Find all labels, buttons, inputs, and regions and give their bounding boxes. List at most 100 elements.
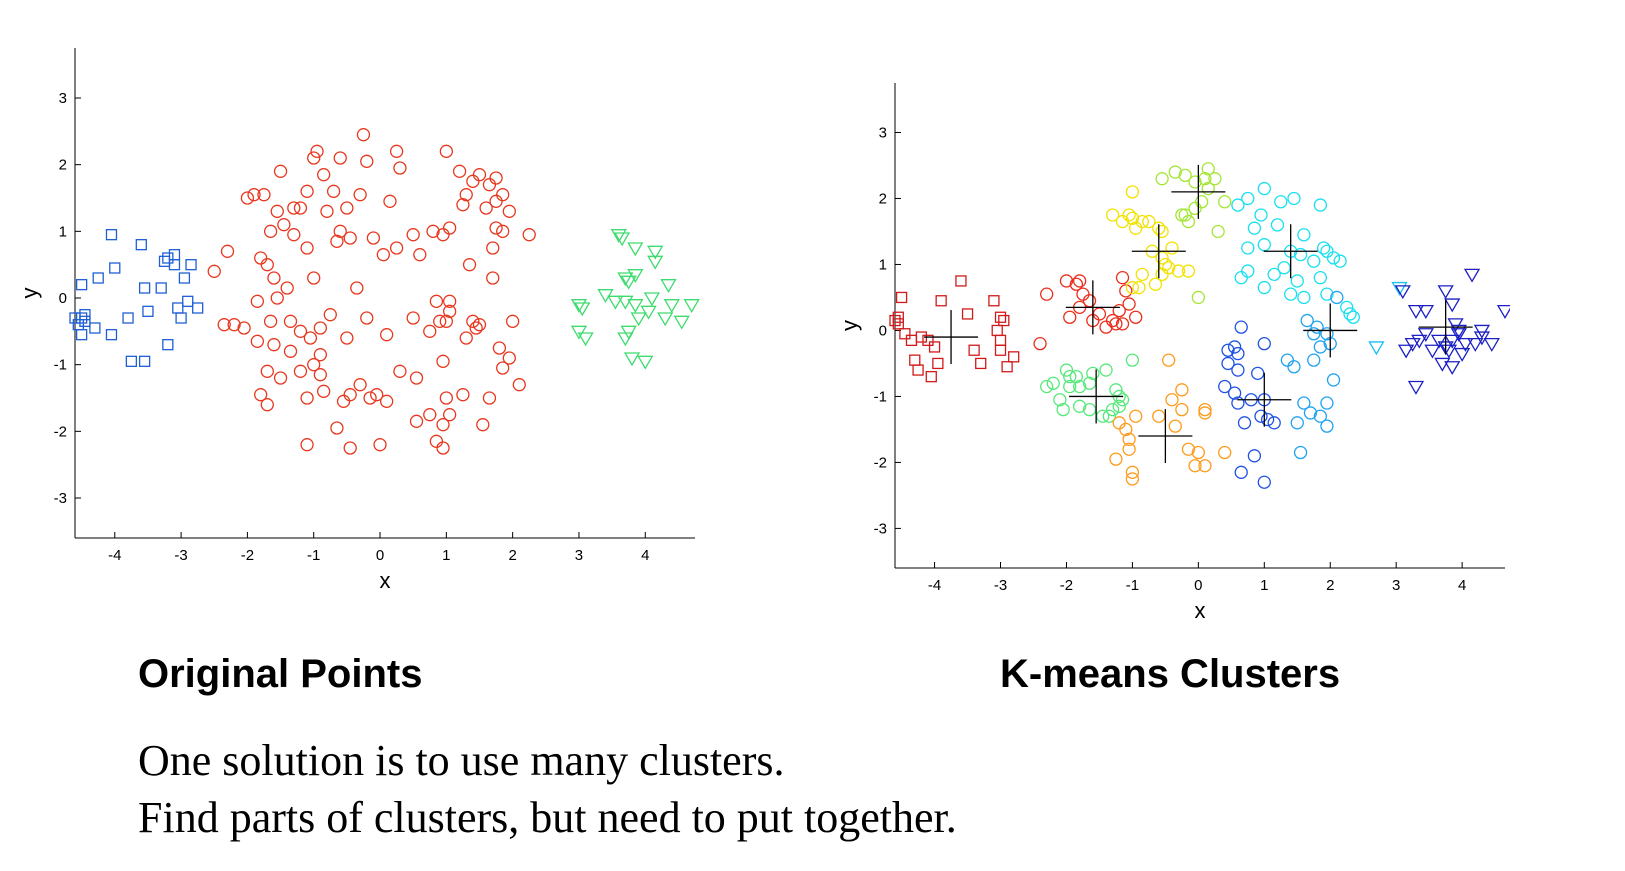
chart0-series1-point xyxy=(227,318,241,332)
chart1-series7-point xyxy=(1287,360,1301,374)
chart1-y-tick-label: 1 xyxy=(879,256,887,273)
chart1-series2-point xyxy=(1063,369,1077,384)
chart1-series3-point xyxy=(1122,442,1136,456)
chart1-x-tick-label: -2 xyxy=(1060,577,1073,594)
chart0-series1-point xyxy=(496,224,510,238)
chart1-series2-point xyxy=(1056,402,1070,417)
chart0-series0-point xyxy=(192,302,204,314)
chart0-series1-point xyxy=(250,334,265,348)
chart1-series8-point xyxy=(1257,475,1271,489)
chart1-centroid-marker xyxy=(1263,224,1318,279)
chart0-series1-point xyxy=(443,294,457,308)
chart0-series1-point xyxy=(472,168,487,182)
chart1-series7-point xyxy=(1320,419,1334,433)
chart0-series1-point xyxy=(263,224,278,238)
chart1-series8-point xyxy=(1267,416,1281,430)
chart0-series0-point xyxy=(178,272,191,284)
chart1-centroid-marker xyxy=(1065,280,1120,335)
chart0-series1-point xyxy=(300,241,314,255)
chart0-series2-point xyxy=(663,299,680,313)
chart0-series1-point xyxy=(512,378,526,392)
chart1-series9-point xyxy=(1368,341,1385,356)
chart1-series0-point xyxy=(892,311,904,323)
chart0-series1-point xyxy=(254,251,268,265)
chart1-series3-point xyxy=(1122,432,1136,446)
chart1-series3-point xyxy=(1198,402,1212,417)
chart1-x-tick-label: 1 xyxy=(1260,577,1268,594)
chart0-series1-point xyxy=(436,354,450,368)
chart0-series1-point xyxy=(363,391,377,405)
chart1-y-axis-label: y xyxy=(837,320,862,331)
chart1-series6-point xyxy=(1270,218,1285,232)
chart1-series1-point xyxy=(1069,277,1084,291)
chart1-series8-point xyxy=(1237,416,1252,430)
chart0-series0-point xyxy=(69,312,81,324)
chart0-series2-point xyxy=(617,332,634,347)
chart0-series1-point xyxy=(479,201,493,215)
chart0-series1-point xyxy=(360,311,374,325)
chart0-series0-point xyxy=(79,315,91,327)
chart1-series7-point xyxy=(1297,396,1311,410)
chart1-series10-point xyxy=(1444,298,1461,313)
chart1-series5-point xyxy=(1194,195,1209,209)
chart0-series1-point xyxy=(423,408,437,422)
chart0-series2-point xyxy=(660,279,677,293)
chart1-series0-point xyxy=(961,308,974,320)
kmeans-clusters-chart: -4 -3 -2 -1 0 1 2 3 4 -3 -2 -1 0 1 2 3 x y xyxy=(837,83,1510,620)
chart1-series5-point xyxy=(1178,168,1192,183)
chart1-series3-point xyxy=(1218,445,1232,460)
text-line-2: Find parts of clusters, but need to put … xyxy=(138,793,957,842)
chart1-series6-point xyxy=(1297,228,1311,242)
chart1-series6-point xyxy=(1254,208,1268,222)
chart0-series2-point xyxy=(620,275,637,290)
chart1-series6-point xyxy=(1316,241,1331,255)
chart1-series10-point xyxy=(1434,357,1451,372)
chart0-series2-point xyxy=(617,272,634,287)
chart0-series1-point xyxy=(459,331,473,345)
chart1-x-axis-label: x xyxy=(1195,598,1206,620)
chart0-series1-point xyxy=(260,398,274,412)
chart1-series4-point xyxy=(1148,277,1163,291)
chart0-series1-point xyxy=(502,351,516,365)
chart1-series5-point xyxy=(1181,214,1196,229)
chart0-series0-point xyxy=(105,329,118,341)
chart0-series1-point xyxy=(273,371,288,385)
chart1-series6-point xyxy=(1346,310,1360,324)
chart0-series1-point xyxy=(439,391,453,405)
chart0-series0-point xyxy=(185,259,197,271)
chart0-series1-point xyxy=(267,338,281,352)
chart1-series8-point xyxy=(1231,363,1245,377)
chart1-series6-point xyxy=(1343,307,1357,321)
chart0-series2-point xyxy=(657,312,674,327)
chart1-series8-point xyxy=(1234,465,1248,479)
chart0-y-tick-label: 2 xyxy=(59,157,67,174)
chart1-series0-point xyxy=(994,334,1007,346)
chart0-x-tick-label: 1 xyxy=(442,547,450,564)
chart1-series0-point xyxy=(1008,351,1020,363)
chart1-series0-point xyxy=(905,334,918,346)
chart1-series0-point xyxy=(935,295,947,307)
chart0-series1-point xyxy=(476,418,490,432)
chart1-series0-point xyxy=(932,357,944,370)
chart0-series1-point xyxy=(283,344,298,358)
chart1-series10-point xyxy=(1444,361,1461,376)
chart0-series2-point xyxy=(570,325,588,340)
chart0-x-tick-label: 4 xyxy=(641,547,649,564)
chart0-series1-point xyxy=(240,191,255,205)
chart1-series1-point xyxy=(1072,274,1087,288)
chart1-series6-point xyxy=(1241,264,1255,278)
chart1-series2-point xyxy=(1053,393,1067,407)
chart0-y-tick-label: -2 xyxy=(54,423,67,440)
chart0-series1-point xyxy=(207,264,221,278)
chart0-series1-point xyxy=(482,178,497,192)
chart0-series1-point xyxy=(436,228,450,242)
chart1-series7-point xyxy=(1326,373,1341,387)
chart0-series0-point xyxy=(175,312,187,324)
chart1-series10-point xyxy=(1457,337,1474,352)
chart0-series1-point xyxy=(326,184,341,198)
chart1-series6-point xyxy=(1340,300,1354,315)
chart0-x-tick-label: -2 xyxy=(241,547,254,564)
chart0-x-tick-label: -3 xyxy=(174,547,187,564)
chart0-series1-point xyxy=(370,388,384,402)
chart1-series0-point xyxy=(889,314,901,327)
